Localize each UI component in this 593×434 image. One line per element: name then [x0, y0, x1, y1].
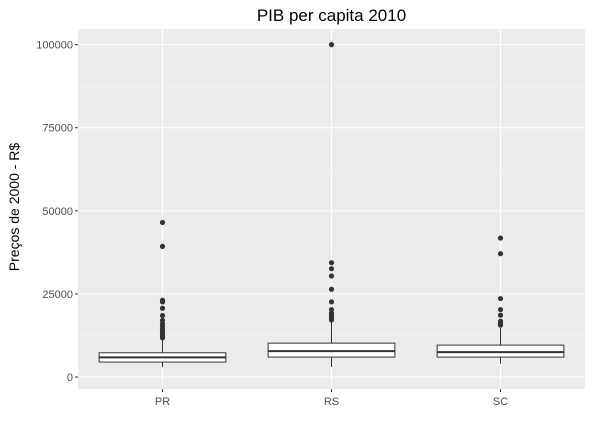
boxes — [98, 42, 565, 368]
outlier-point — [328, 42, 335, 48]
outlier-point — [328, 260, 335, 266]
outlier-point — [328, 286, 335, 292]
y-tick-label: 100000 — [36, 40, 73, 52]
outlier-point — [328, 273, 335, 279]
outlier-point — [328, 317, 335, 323]
outlier-point — [328, 266, 335, 272]
outlier-point — [159, 335, 166, 341]
x-tick-label: PR — [155, 396, 170, 408]
outlier-point — [497, 235, 504, 241]
y-tick-label: 75000 — [42, 123, 73, 135]
outlier-point — [497, 251, 504, 257]
outlier-point — [497, 322, 504, 328]
x-tick-label: RS — [324, 396, 339, 408]
outlier-point — [159, 219, 166, 226]
outlier-point — [497, 306, 504, 313]
x-tick-label: SC — [493, 396, 508, 408]
outlier-point — [328, 299, 335, 305]
axes: 0 25000 50000 75000 100000 PR RS SC — [36, 40, 508, 408]
y-tick-label: 25000 — [42, 289, 73, 301]
outlier-point — [159, 312, 166, 319]
outlier-point — [497, 295, 504, 302]
outlier-point — [159, 243, 166, 249]
outlier-point — [159, 305, 166, 311]
box-rs — [267, 42, 396, 368]
chart-title: PIB per capita 2010 — [256, 6, 407, 25]
box-sc — [436, 235, 565, 364]
outlier-point — [328, 306, 335, 313]
y-tick-label: 0 — [67, 372, 73, 384]
y-tick-label: 50000 — [42, 206, 73, 218]
box-pr — [98, 219, 227, 368]
outlier-point — [159, 299, 166, 305]
outlier-point — [497, 312, 504, 318]
